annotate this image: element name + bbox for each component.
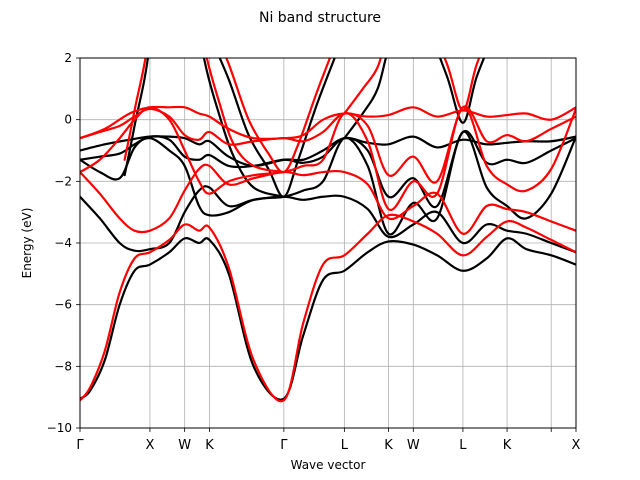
x-tick-label: L	[341, 438, 349, 453]
band-line	[123, 58, 332, 174]
x-tick-label: W	[407, 438, 420, 453]
band-line	[80, 105, 576, 184]
x-tick-label: K	[384, 438, 393, 453]
x-tick-label: X	[572, 438, 581, 453]
x-tick-label: K	[503, 438, 512, 453]
band-line	[80, 163, 576, 235]
band-series	[80, 58, 576, 403]
y-tick-label: −2	[54, 174, 72, 188]
band-line	[202, 58, 285, 198]
band-line	[80, 135, 576, 168]
x-tick-label: L	[459, 438, 467, 453]
chart-title: Ni band structure	[259, 10, 381, 26]
y-axis-label: Energy (eV)	[20, 208, 34, 279]
band-line	[343, 58, 481, 115]
x-tick-label: K	[205, 438, 214, 453]
band-line	[80, 213, 576, 403]
x-tick-label: W	[178, 438, 191, 453]
x-axis-label: Wave vector	[291, 458, 366, 472]
band-line	[205, 58, 285, 174]
band-line	[343, 58, 486, 140]
band-line	[80, 185, 576, 254]
y-tick-label: −8	[54, 359, 72, 373]
band-line	[80, 130, 576, 236]
y-tick-label: −10	[47, 421, 72, 435]
x-tick-label: Γ	[280, 438, 288, 453]
y-tick-label: 0	[64, 113, 72, 127]
ticks: Γ X W K Γ L K W L K X−10−8−6−4−202	[47, 51, 581, 453]
y-tick-label: 2	[64, 51, 72, 65]
y-tick-label: −6	[54, 298, 72, 312]
x-tick-label: X	[145, 438, 154, 453]
band-line	[80, 105, 576, 141]
x-tick-label: Γ	[76, 438, 84, 453]
bands	[80, 58, 576, 403]
y-tick-label: −4	[54, 236, 72, 250]
